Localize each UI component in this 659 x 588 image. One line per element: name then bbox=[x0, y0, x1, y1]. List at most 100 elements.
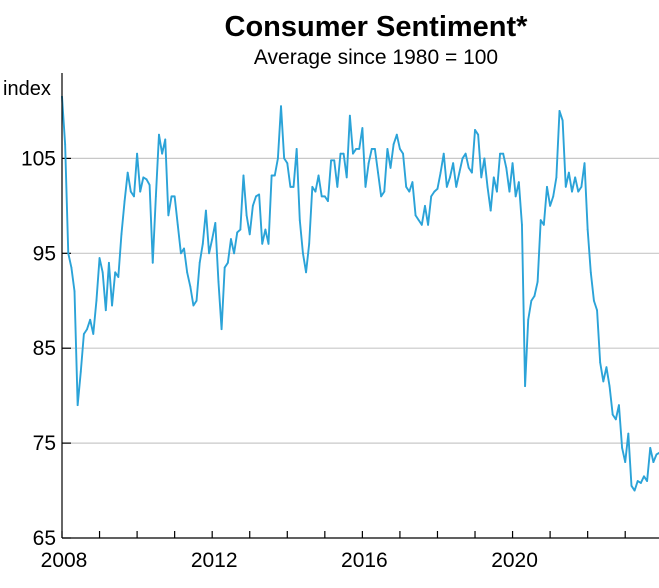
data-point bbox=[79, 371, 82, 373]
data-point bbox=[380, 195, 383, 198]
data-point bbox=[405, 185, 408, 188]
data-point bbox=[258, 193, 261, 196]
data-point bbox=[108, 261, 110, 264]
data-point bbox=[593, 299, 595, 302]
data-point bbox=[571, 190, 573, 193]
data-point bbox=[342, 152, 345, 155]
data-point bbox=[367, 162, 370, 165]
data-point bbox=[170, 195, 173, 198]
data-point bbox=[370, 148, 373, 150]
data-point bbox=[439, 171, 442, 174]
data-point bbox=[323, 195, 326, 198]
data-point bbox=[336, 185, 339, 188]
data-point bbox=[558, 110, 561, 112]
data-point bbox=[289, 185, 292, 188]
data-point bbox=[427, 223, 429, 226]
data-point bbox=[345, 176, 348, 179]
gridlines bbox=[62, 157, 659, 444]
data-point bbox=[73, 290, 76, 293]
data-point bbox=[546, 185, 548, 188]
data-point bbox=[395, 133, 398, 136]
data-point bbox=[464, 152, 467, 155]
data-point bbox=[186, 271, 189, 274]
data-point bbox=[605, 366, 608, 369]
data-point bbox=[133, 195, 135, 198]
data-point bbox=[64, 143, 67, 146]
data-point bbox=[402, 152, 404, 155]
data-point bbox=[233, 252, 235, 255]
data-point bbox=[245, 214, 248, 217]
x-axis-ticks: 20082012201620202 bbox=[41, 531, 659, 572]
data-point bbox=[536, 280, 539, 283]
data-point bbox=[502, 152, 505, 155]
series-line bbox=[61, 95, 659, 492]
data-point bbox=[217, 280, 220, 283]
data-point bbox=[111, 304, 113, 307]
data-point bbox=[67, 252, 70, 255]
data-point bbox=[95, 299, 98, 302]
data-point bbox=[195, 299, 198, 302]
data-point bbox=[198, 261, 201, 264]
data-point bbox=[145, 178, 148, 181]
data-point bbox=[286, 162, 289, 165]
data-point bbox=[496, 190, 498, 193]
data-point bbox=[280, 105, 282, 108]
data-point bbox=[277, 157, 279, 160]
data-point bbox=[639, 482, 642, 484]
data-point bbox=[352, 152, 354, 155]
data-point bbox=[101, 271, 104, 274]
data-point bbox=[330, 159, 332, 162]
data-point bbox=[311, 185, 314, 188]
data-point bbox=[383, 190, 386, 193]
data-point bbox=[248, 233, 251, 236]
data-point bbox=[373, 148, 376, 150]
y-tick-label: 65 bbox=[33, 527, 56, 550]
y-axis-unit-label: index bbox=[3, 78, 51, 100]
data-point bbox=[433, 190, 436, 193]
data-point bbox=[82, 333, 85, 335]
data-point bbox=[567, 171, 570, 174]
data-point bbox=[517, 181, 520, 184]
y-axis-ticks: 65 75 85 95 105 bbox=[21, 147, 71, 550]
data-point bbox=[471, 171, 473, 174]
data-point bbox=[627, 432, 630, 435]
data-point bbox=[76, 404, 79, 407]
data-point bbox=[114, 271, 117, 274]
data-point bbox=[164, 138, 167, 141]
data-point bbox=[533, 295, 536, 297]
data-point bbox=[236, 231, 239, 234]
data-point bbox=[577, 190, 580, 193]
data-point bbox=[151, 261, 154, 264]
data-point bbox=[508, 190, 511, 193]
data-point bbox=[611, 413, 614, 416]
data-point bbox=[251, 204, 254, 207]
data-point bbox=[492, 176, 495, 179]
data-point bbox=[646, 480, 648, 482]
data-point bbox=[461, 157, 464, 160]
data-point bbox=[214, 222, 217, 224]
data-point bbox=[442, 152, 445, 155]
data-point bbox=[129, 190, 132, 193]
data-point bbox=[123, 200, 126, 203]
data-point bbox=[549, 204, 552, 207]
data-point bbox=[474, 129, 476, 131]
data-point bbox=[317, 174, 320, 177]
data-point bbox=[574, 176, 577, 179]
data-point bbox=[348, 114, 351, 117]
data-point bbox=[355, 148, 358, 150]
data-point bbox=[655, 453, 658, 456]
data-point bbox=[389, 167, 392, 169]
data-point bbox=[602, 380, 605, 383]
data-point bbox=[408, 190, 411, 193]
data-point bbox=[267, 242, 270, 245]
data-point bbox=[467, 167, 470, 169]
data-point bbox=[552, 195, 555, 198]
data-point bbox=[608, 385, 611, 388]
data-point bbox=[139, 190, 142, 193]
data-point bbox=[136, 152, 138, 155]
data-point bbox=[599, 361, 602, 364]
data-point bbox=[486, 185, 489, 188]
data-point bbox=[158, 133, 160, 136]
data-point bbox=[86, 328, 88, 331]
data-point bbox=[117, 276, 120, 278]
